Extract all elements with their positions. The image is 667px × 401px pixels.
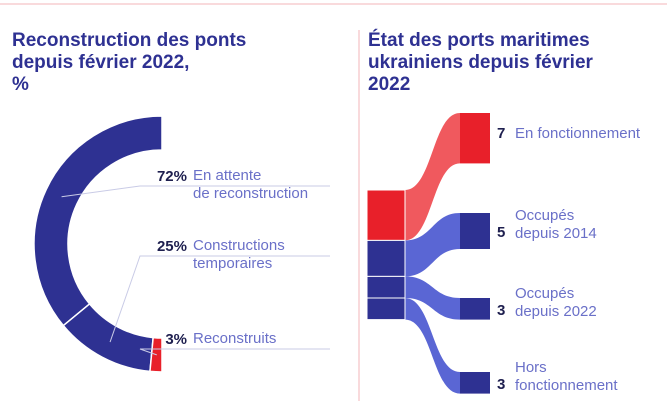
leader-line — [61, 185, 330, 198]
source-segment — [366, 239, 406, 277]
target-node — [460, 298, 490, 320]
value-label: 5 — [497, 224, 505, 241]
category-label: Constructions temporaires — [193, 237, 285, 272]
value-label: 7 — [497, 125, 505, 142]
chart-title: État des ports maritimes ukrainiens depu… — [368, 30, 593, 95]
flow-link — [405, 298, 460, 394]
chart-title: Reconstruction des ponts depuis février … — [12, 30, 247, 95]
category-label: Occupés depuis 2014 — [515, 207, 597, 242]
target-node — [460, 372, 490, 394]
leader-line — [139, 348, 330, 356]
donut-segment — [33, 115, 163, 327]
category-label: En fonctionnement — [515, 125, 641, 142]
category-label: Reconstruits — [193, 330, 277, 347]
value-label: 3% — [165, 331, 187, 348]
flow-link — [405, 213, 460, 277]
value-label: 72% — [156, 168, 187, 185]
category-label: Hors fonctionnement — [515, 358, 618, 394]
value-label: 3 — [497, 376, 505, 393]
flow-link — [405, 276, 460, 320]
value-label: 3 — [497, 302, 505, 319]
leader-line — [109, 255, 330, 343]
target-node — [460, 113, 490, 164]
target-node — [460, 213, 490, 249]
value-label: 25% — [156, 238, 187, 255]
source-segment — [366, 189, 406, 241]
source-segment — [366, 275, 406, 299]
category-label: Occupés depuis 2022 — [515, 284, 597, 320]
category-label: En attente de reconstruction — [193, 167, 309, 202]
flow-link — [405, 113, 460, 241]
source-segment — [366, 297, 406, 321]
